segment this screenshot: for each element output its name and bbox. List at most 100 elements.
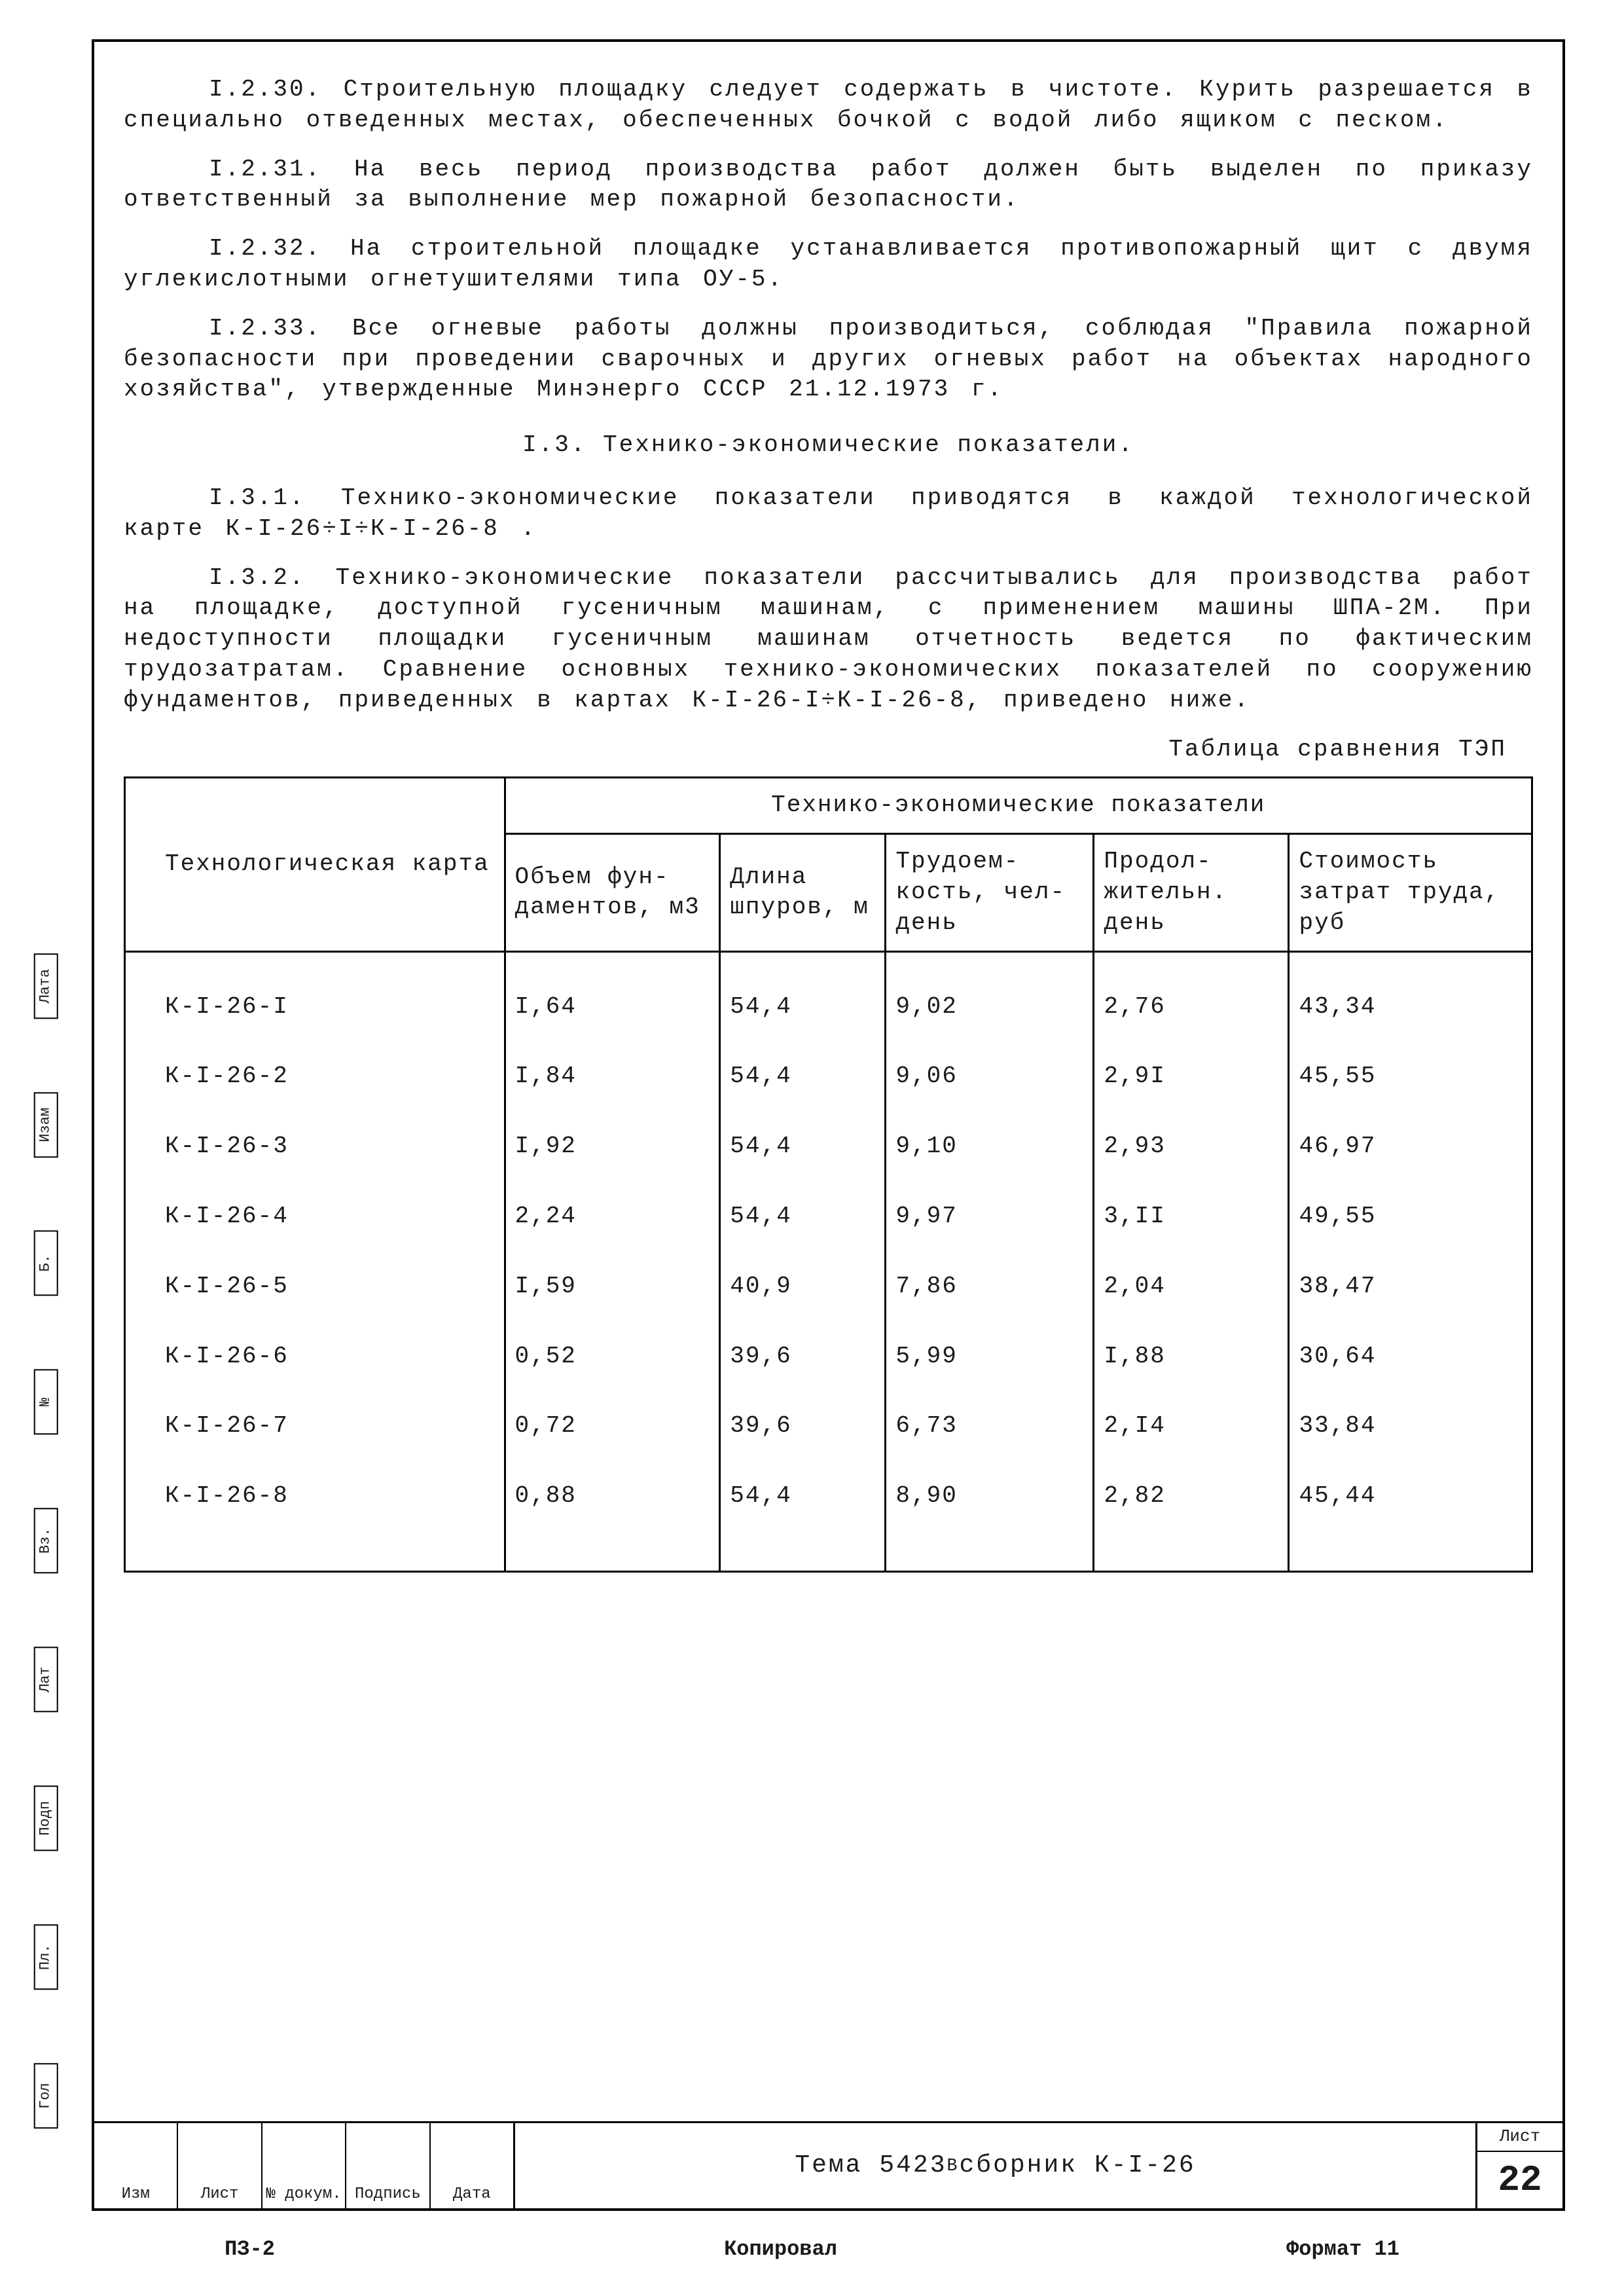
paragraph-text: І.3.1. Технико-экономические показатели …	[124, 484, 1533, 542]
side-label: Пл.	[34, 1924, 58, 1990]
table-cell: 7,86	[886, 1252, 1094, 1322]
table-cell: 38,47	[1289, 1252, 1532, 1322]
table-row: К-І-26-3І,9254,49,102,9346,97	[125, 1112, 1532, 1182]
cell-list: Лист	[178, 2123, 262, 2208]
table-cell: 54,4	[720, 1112, 886, 1182]
table-row: К-І-26-70,7239,66,732,І433,84	[125, 1391, 1532, 1461]
table-cell: 40,9	[720, 1252, 886, 1322]
title-block-footer: Изм Лист № докум. Подпись Дата Тема 5423…	[94, 2121, 1562, 2208]
table-row: К-І-26-2І,8454,49,062,9І45,55	[125, 1042, 1532, 1112]
table-cell: 54,4	[720, 1182, 886, 1252]
table-cell: 9,10	[886, 1112, 1094, 1182]
bottom-meta-a: ПЗ-2	[225, 2236, 275, 2263]
paragraph-text: І.2.33. Все огневые работы должны произв…	[124, 315, 1533, 403]
paragraph-1-2-32: І.2.32. На строительной площадке устанав…	[124, 234, 1533, 295]
table-row: К-І-26-60,5239,65,99І,8830,64	[125, 1322, 1532, 1392]
table-cell: 33,84	[1289, 1391, 1532, 1461]
table-cell: К-І-26-І	[125, 951, 505, 1042]
paragraph-1-2-33: І.2.33. Все огневые работы должны произв…	[124, 314, 1533, 405]
col-header-duration: Продол­жительн. день	[1094, 834, 1289, 951]
doc-code-suffix: сборник К-І-26	[959, 2149, 1195, 2181]
page-number-box: Лист 22	[1475, 2123, 1562, 2208]
table-row: К-І-26-80,8854,48,902,8245,44	[125, 1461, 1532, 1571]
table-cell: К-І-26-3	[125, 1112, 505, 1182]
table-cell: 45,44	[1289, 1461, 1532, 1571]
table-cell: 5,99	[886, 1322, 1094, 1392]
col-header-labor: Трудоем­кость, чел-день	[886, 834, 1094, 951]
revision-cells: Изм Лист № докум. Подпись Дата	[94, 2123, 515, 2208]
col-header-card: Технологическая карта	[125, 778, 505, 951]
paragraph-1-2-31: І.2.31. На весь период производства рабо…	[124, 155, 1533, 216]
table-cell: 2,04	[1094, 1252, 1289, 1322]
col-header-group: Технико-экономические показатели	[505, 778, 1532, 834]
col-header-volume: Объем фун­даментов, м3	[505, 834, 720, 951]
side-label: Подп	[34, 1785, 58, 1851]
table-cell: 2,24	[505, 1182, 720, 1252]
page-number: 22	[1477, 2152, 1562, 2208]
bottom-meta-c: Формат 11	[1286, 2236, 1399, 2263]
side-label: Б.	[34, 1231, 58, 1296]
paragraph-text: І.2.32. На строительной площадке устанав…	[124, 235, 1533, 293]
doc-code-prefix: Тема 5423	[795, 2149, 947, 2181]
table-cell: 2,І4	[1094, 1391, 1289, 1461]
cell-sign: Подпись	[346, 2123, 430, 2208]
table-cell: К-І-26-8	[125, 1461, 505, 1571]
page-frame: І.2.30. Строительную площадку следует со…	[92, 39, 1565, 2211]
table-cell: К-І-26-4	[125, 1182, 505, 1252]
table-cell: 0,52	[505, 1322, 720, 1392]
table-row: К-І-26-ІІ,6454,49,022,7643,34	[125, 951, 1532, 1042]
paragraph-text: І.2.30. Строительную площадку следует со…	[124, 76, 1533, 134]
section-title-1-3: І.3. Технико-экономические показатели.	[124, 430, 1533, 461]
table-cell: 6,73	[886, 1391, 1094, 1461]
paragraph-1-3-2: І.3.2. Технико-экономические показатели …	[124, 563, 1533, 716]
table-cell: 9,02	[886, 951, 1094, 1042]
table-cell: 30,64	[1289, 1322, 1532, 1392]
side-label: №	[34, 1370, 58, 1435]
side-label: Вз.	[34, 1508, 58, 1573]
side-label: Гол	[34, 2063, 58, 2128]
table-cell: К-І-26-6	[125, 1322, 505, 1392]
cell-docnum: № докум.	[262, 2123, 346, 2208]
table-cell: 2,76	[1094, 951, 1289, 1042]
binding-side-labels: Лата Изам Б. № Вз. Лат Подп Пл. Гол	[13, 917, 79, 2165]
table-cell: 2,93	[1094, 1112, 1289, 1182]
table-cell: 9,06	[886, 1042, 1094, 1112]
table-cell: 54,4	[720, 1042, 886, 1112]
table-cell: К-І-26-5	[125, 1252, 505, 1322]
table-cell: 8,90	[886, 1461, 1094, 1571]
tep-comparison-table: Технологическая карта Технико-экономичес…	[124, 776, 1533, 1573]
bottom-meta: ПЗ-2 Копировал Формат 11	[0, 2236, 1624, 2263]
document-code: Тема 5423В сборник К-І-26	[515, 2123, 1475, 2208]
table-cell: К-І-26-2	[125, 1042, 505, 1112]
side-label: Лат	[34, 1647, 58, 1712]
table-cell: 54,4	[720, 951, 886, 1042]
table-caption: Таблица сравнения ТЭП	[124, 735, 1507, 765]
paragraph-text: І.2.31. На весь период производства рабо…	[124, 156, 1533, 213]
table-body: К-І-26-ІІ,6454,49,022,7643,34К-І-26-2І,8…	[125, 951, 1532, 1571]
paragraph-1-2-30: І.2.30. Строительную площадку следует со…	[124, 75, 1533, 136]
table-cell: 2,9І	[1094, 1042, 1289, 1112]
table-cell: 54,4	[720, 1461, 886, 1571]
table-cell: 0,88	[505, 1461, 720, 1571]
page-label: Лист	[1477, 2123, 1562, 2152]
table-cell: 39,6	[720, 1322, 886, 1392]
cell-izm: Изм	[94, 2123, 178, 2208]
side-label: Лата	[34, 953, 58, 1019]
table-cell: 43,34	[1289, 951, 1532, 1042]
table-row: К-І-26-5І,5940,97,862,0438,47	[125, 1252, 1532, 1322]
table-cell: 45,55	[1289, 1042, 1532, 1112]
table-row: К-І-26-42,2454,49,973,ІІ49,55	[125, 1182, 1532, 1252]
paragraph-1-3-1: І.3.1. Технико-экономические показатели …	[124, 483, 1533, 545]
col-header-length: Длина шпуров, м	[720, 834, 886, 951]
table-cell: 0,72	[505, 1391, 720, 1461]
bottom-meta-b: Копировал	[724, 2236, 837, 2263]
table-cell: 39,6	[720, 1391, 886, 1461]
table-cell: І,59	[505, 1252, 720, 1322]
side-label: Изам	[34, 1092, 58, 1157]
table-cell: 49,55	[1289, 1182, 1532, 1252]
table-cell: 46,97	[1289, 1112, 1532, 1182]
table-cell: 2,82	[1094, 1461, 1289, 1571]
table-cell: 3,ІІ	[1094, 1182, 1289, 1252]
col-header-cost: Стоимость затрат труда, руб	[1289, 834, 1532, 951]
table-cell: К-І-26-7	[125, 1391, 505, 1461]
